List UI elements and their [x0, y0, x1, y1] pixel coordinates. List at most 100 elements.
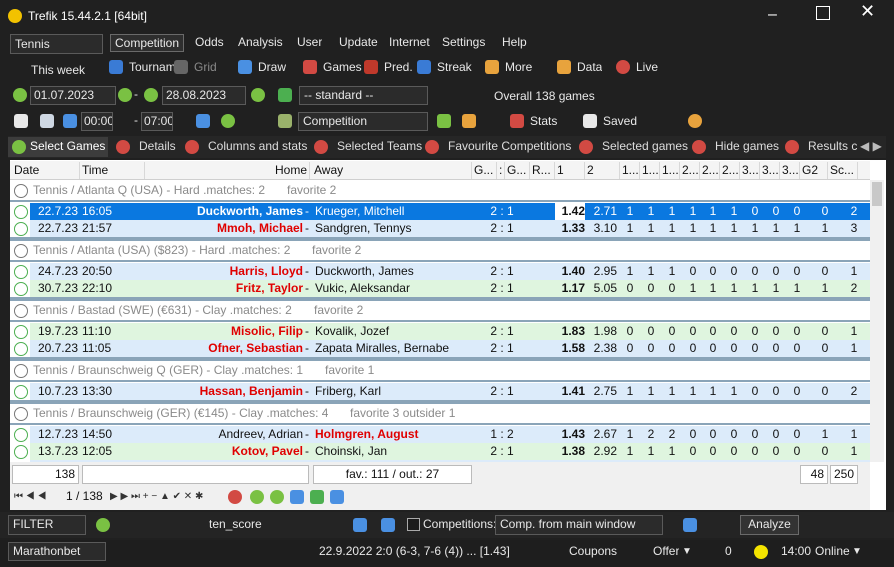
group-select[interactable]: Competition — [298, 112, 428, 131]
pager-nav[interactable]: ▶ ▶ ⏭ + − ▲ ✔ ✕ ✱ — [110, 491, 204, 502]
game-row[interactable] — [30, 383, 870, 400]
column-header[interactable]: G... — [472, 162, 497, 179]
icon — [14, 364, 28, 378]
icon — [754, 545, 768, 559]
empty-box — [82, 465, 309, 484]
menu-item[interactable]: Update — [339, 35, 378, 49]
date-from[interactable]: 01.07.2023 — [30, 86, 116, 105]
bookmaker-select[interactable]: Marathonbet — [8, 542, 106, 561]
game-row[interactable] — [30, 280, 870, 297]
column-header[interactable]: 2... — [722, 162, 740, 179]
column-header[interactable]: 2... — [702, 162, 720, 179]
offer-arrow[interactable]: ▼ — [682, 546, 692, 557]
column-header[interactable]: Date — [12, 162, 80, 179]
column-header[interactable]: : — [497, 162, 505, 179]
tab[interactable]: Details — [139, 139, 176, 153]
maximize[interactable] — [816, 6, 830, 20]
tab[interactable]: Columns and stats — [208, 139, 308, 153]
date-to[interactable]: 28.08.2023 — [162, 86, 246, 105]
column-header[interactable]: 1 — [555, 162, 585, 179]
tab[interactable]: Results c — [808, 139, 858, 153]
stats-button[interactable]: Stats — [530, 114, 558, 128]
pager-nav[interactable]: ⏮ ◀ ◀ — [14, 491, 47, 502]
game-row[interactable] — [30, 426, 870, 443]
tab[interactable]: Hide games — [715, 139, 780, 153]
filter-select[interactable]: FILTER — [8, 515, 86, 535]
stat: 1 — [626, 204, 634, 218]
column-header[interactable]: Time — [80, 162, 145, 179]
column-header[interactable]: 1... — [662, 162, 680, 179]
toolbar-button[interactable]: Live — [636, 60, 659, 74]
game-row[interactable] — [30, 323, 870, 340]
status-bar — [0, 540, 894, 567]
column-header[interactable]: G2 — [800, 162, 828, 179]
tab[interactable]: Select Games — [30, 139, 106, 153]
menu-item[interactable]: User — [297, 35, 323, 49]
game-row[interactable] — [30, 443, 870, 460]
stat: 1 — [850, 341, 858, 355]
column-header[interactable]: R... — [530, 162, 555, 179]
scroll-thumb[interactable] — [872, 182, 882, 206]
toolbar-button[interactable]: Pred. — [384, 60, 413, 74]
column-header[interactable]: 2 — [585, 162, 620, 179]
game-row[interactable] — [30, 340, 870, 357]
column-header[interactable]: 2... — [682, 162, 700, 179]
column-header[interactable]: Home — [145, 162, 310, 179]
offer[interactable]: Offer — [653, 544, 680, 558]
column-header[interactable]: Sc... — [828, 162, 858, 179]
stat: 1 — [668, 444, 676, 458]
scrollbar[interactable] — [870, 180, 884, 462]
tab[interactable]: Selected Teams — [337, 139, 423, 153]
toolbar-button[interactable]: Grid — [194, 60, 217, 74]
checkbox[interactable] — [407, 518, 420, 531]
menu-item[interactable]: Help — [502, 35, 527, 49]
icon — [14, 282, 28, 296]
toolbar-button[interactable]: Games — [323, 60, 362, 74]
stat: 0 — [751, 444, 759, 458]
column-header[interactable]: 1... — [642, 162, 660, 179]
time-to[interactable]: 07:00 — [141, 112, 173, 131]
column-header[interactable]: Away — [312, 162, 472, 179]
menu-item[interactable]: Analysis — [238, 35, 283, 49]
column-header[interactable]: G... — [505, 162, 530, 179]
tab-scroll[interactable]: ◀ ▶ — [860, 139, 882, 153]
toolbar-button[interactable]: Data — [577, 60, 603, 74]
column-header[interactable]: 3... — [762, 162, 780, 179]
stat: 0 — [730, 264, 738, 278]
toolbar-button[interactable]: More — [505, 60, 533, 74]
tab[interactable]: Favourite Competitions — [448, 139, 572, 153]
menu-item[interactable]: Internet — [389, 35, 430, 49]
stat: 2 — [850, 204, 858, 218]
menu-item[interactable]: Settings — [442, 35, 486, 49]
icon — [330, 490, 344, 504]
column-header[interactable]: 3... — [742, 162, 760, 179]
comp-select[interactable]: Comp. from main window — [495, 515, 663, 535]
game-row[interactable] — [30, 203, 870, 220]
stat: 2 — [668, 427, 676, 441]
coupons[interactable]: Coupons — [569, 544, 618, 558]
toolbar-button[interactable]: Streak — [437, 60, 472, 74]
icon — [425, 140, 439, 154]
connection-status[interactable]: Online — [815, 544, 850, 558]
menu-item[interactable]: Odds — [195, 35, 224, 49]
close[interactable]: ✕ — [860, 3, 876, 20]
status-arrow[interactable]: ▼ — [852, 546, 862, 557]
saved-button[interactable]: Saved — [603, 114, 638, 128]
column-header[interactable]: 3... — [782, 162, 800, 179]
minimize[interactable]: – — [768, 6, 777, 23]
sport-select[interactable]: Tennis — [10, 34, 103, 54]
toolbar-button[interactable]: Tournam — [129, 60, 176, 74]
stat: 1 — [772, 221, 780, 235]
menu-item[interactable]: Competition — [110, 34, 185, 52]
analyze-button[interactable]: Analyze — [740, 515, 799, 535]
toolbar-button[interactable]: Draw — [258, 60, 287, 74]
tab[interactable]: Selected games — [602, 139, 689, 153]
preset-select[interactable]: -- standard -- — [299, 86, 428, 105]
time-from[interactable]: 00:00 — [81, 112, 113, 131]
game-row[interactable] — [30, 220, 870, 237]
stat: 0 — [689, 427, 697, 441]
game-row[interactable] — [30, 263, 870, 280]
column-header[interactable]: 1... — [622, 162, 640, 179]
group-note: favorite 1 — [325, 363, 375, 377]
period[interactable]: This week — [30, 63, 86, 77]
